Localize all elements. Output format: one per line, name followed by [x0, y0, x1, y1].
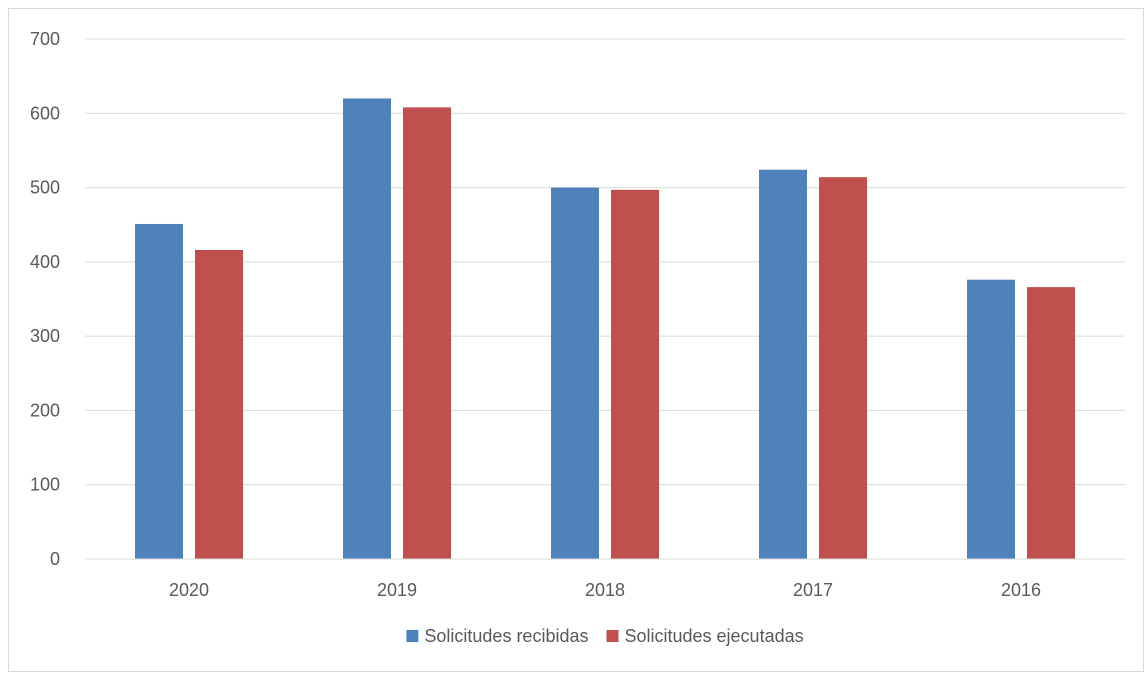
legend: Solicitudes recibidas Solicitudes ejecuta…: [406, 626, 804, 646]
bar-solicitudes-recibidas-2017: [759, 169, 807, 559]
y-tick-label: 200: [30, 400, 60, 420]
legend-label: Solicitudes recibidas: [424, 626, 588, 646]
y-tick-label: 100: [30, 475, 60, 495]
y-tick-label: 700: [30, 29, 60, 49]
y-tick-label: 600: [30, 103, 60, 123]
y-tick-label: 500: [30, 178, 60, 198]
y-tick-label: 400: [30, 252, 60, 272]
legend-swatch: [606, 630, 619, 642]
legend-label: Solicitudes ejecutadas: [624, 626, 803, 646]
gridlines: [85, 38, 1125, 486]
y-tick-label: 300: [30, 326, 60, 346]
bar-solicitudes-recibidas-2020: [135, 223, 183, 559]
bar-solicitudes-ejecutadas-2020: [195, 249, 243, 559]
x-axis-ticks: 2020 2019 2018 2017 2016: [169, 580, 1041, 600]
y-axis-ticks: 0 100 200 300 400 500 600 700: [30, 29, 60, 569]
bar-solicitudes-ejecutadas-2016: [1027, 287, 1075, 559]
y-tick-label: 0: [50, 549, 60, 569]
bars: [135, 98, 1075, 560]
bar-solicitudes-ejecutadas-2019: [403, 107, 451, 559]
x-tick-label: 2020: [169, 580, 209, 600]
bar-solicitudes-recibidas-2019: [343, 98, 391, 559]
bar-solicitudes-recibidas-2018: [551, 187, 599, 560]
bar-solicitudes-recibidas-2016: [967, 279, 1015, 559]
legend-swatch: [406, 630, 419, 642]
x-tick-label: 2016: [1001, 580, 1041, 600]
x-tick-label: 2017: [793, 580, 833, 600]
x-tick-label: 2019: [377, 580, 417, 600]
bar-solicitudes-ejecutadas-2018: [611, 189, 659, 560]
x-tick-label: 2018: [585, 580, 625, 600]
bar-solicitudes-ejecutadas-2017: [819, 177, 867, 559]
